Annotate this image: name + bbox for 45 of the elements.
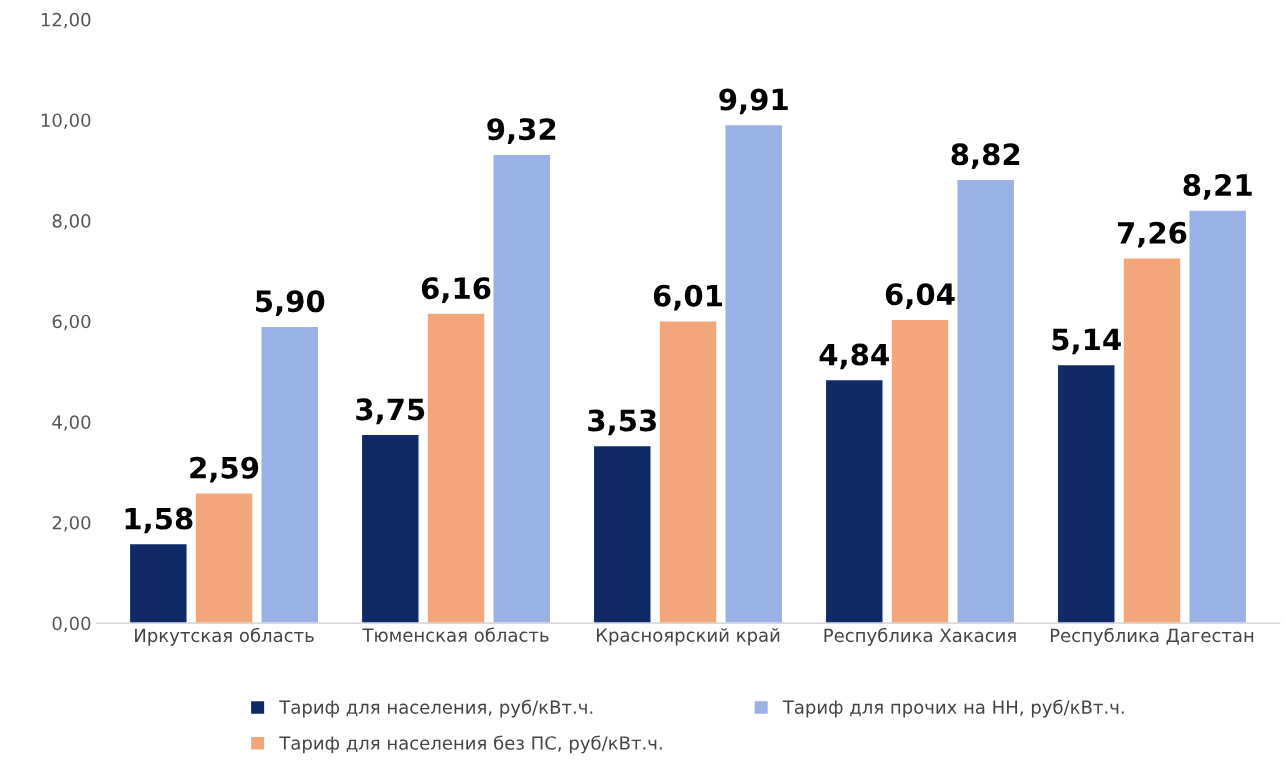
x-tick-label: Республика Дагестан: [1050, 627, 1254, 646]
data-label: 5,90: [256, 290, 325, 316]
y-tick-label: 4,00: [52, 415, 91, 431]
y-tick-label: 10,00: [41, 113, 91, 129]
x-tick-label: Республика Хакасия: [824, 627, 1016, 646]
bar: [824, 378, 884, 624]
bar: [890, 318, 950, 624]
bar: [1188, 209, 1248, 624]
bar: [658, 320, 718, 624]
bar: [956, 178, 1016, 624]
bar: [360, 433, 420, 624]
y-tick-label: 12,00: [41, 12, 91, 29]
bar: [724, 123, 784, 624]
data-label: 2,59: [190, 456, 259, 483]
data-label: 1,58: [125, 507, 193, 534]
bar: [1122, 257, 1182, 624]
bar: [128, 542, 188, 624]
data-label: 6,04: [885, 283, 955, 309]
data-label: 3,75: [356, 398, 425, 425]
y-tick-label: 8,00: [52, 214, 91, 230]
legend-label: Тариф для прочих на НН, руб/кВт.ч.: [782, 699, 1124, 718]
legend-label: Тариф для населения, руб/кВт.ч.: [279, 699, 593, 718]
bar: [260, 325, 320, 624]
bar: [592, 444, 652, 624]
data-label: 7,26: [1117, 221, 1187, 248]
data-label: 9,32: [487, 118, 556, 144]
bar: [492, 153, 552, 624]
x-tick-label: Тюменская область: [362, 627, 549, 642]
x-tick-label: Красноярский край: [596, 628, 780, 646]
data-label: 3,53: [588, 409, 656, 436]
data-label: 8,82: [951, 143, 1020, 170]
bar: [194, 492, 254, 624]
data-label: 6,01: [653, 284, 722, 311]
data-label: 5,14: [1052, 328, 1121, 355]
data-label: 9,91: [719, 88, 788, 115]
y-tick-label: 0,00: [52, 616, 91, 633]
bar: [426, 312, 486, 624]
x-tick-label: Иркутская область: [135, 627, 314, 646]
y-tick-label: 6,00: [52, 314, 91, 331]
legend-label: Тариф для населения без ПС, руб/кВт.ч.: [279, 735, 662, 754]
data-label: 6,16: [421, 277, 491, 303]
bar: [1056, 363, 1116, 624]
data-label: 8,21: [1183, 173, 1252, 200]
y-tick-label: 2,00: [52, 515, 91, 532]
data-label: 4,84: [819, 343, 889, 370]
